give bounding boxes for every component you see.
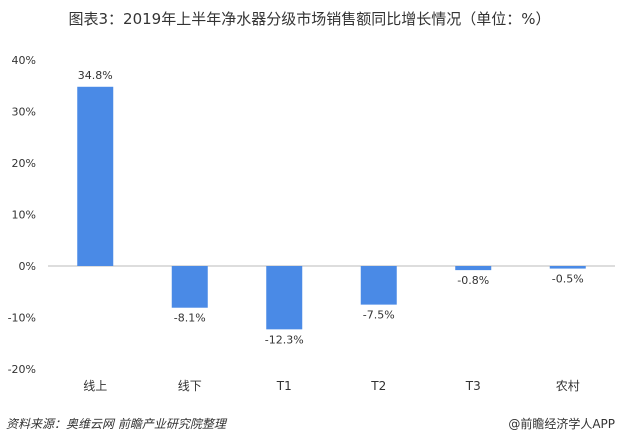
chart-title: 图表3：2019年上半年净水器分级市场销售额同比增长情况（单位：%） [68,10,551,28]
x-tick-label: T3 [465,379,481,393]
bar [266,266,303,330]
data-label: 34.8% [78,69,113,82]
data-label: -0.8% [457,274,489,287]
bar [360,266,397,305]
x-tick-label: 线上 [83,379,107,393]
y-tick-label: 0% [19,260,36,273]
y-tick-label: 40% [12,54,36,67]
data-label: -0.5% [552,273,584,286]
data-label: -12.3% [265,333,304,346]
source-note: 资料来源：奥维云网 前瞻产业研究院整理 [6,417,226,431]
bar [77,86,114,266]
x-tick-label: T2 [370,379,386,393]
bar [455,266,492,271]
y-tick-label: 20% [12,157,36,170]
y-tick-label: -10% [8,312,36,325]
brand-label: @前瞻经济学人APP [508,417,615,431]
x-tick-label: 农村 [556,379,580,393]
data-label: -8.1% [174,312,206,325]
bar [549,266,586,269]
y-tick-label: -20% [8,363,36,376]
data-label: -7.5% [363,309,395,322]
x-tick-label: T1 [276,379,292,393]
x-tick-label: 线下 [178,379,202,393]
y-tick-label: 30% [12,106,36,119]
bar [171,266,208,308]
y-tick-label: 10% [12,209,36,222]
